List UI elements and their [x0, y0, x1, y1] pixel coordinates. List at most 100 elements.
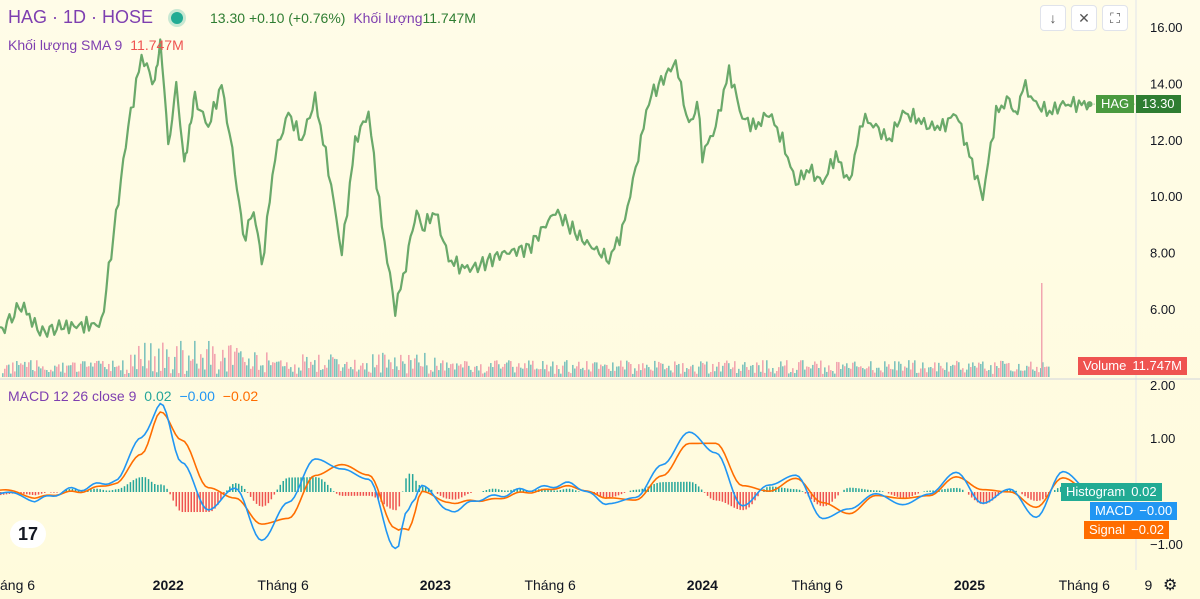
volume-bar	[420, 366, 422, 377]
macd-legend[interactable]: MACD 12 26 close 9 0.02 −0.00 −0.02	[8, 388, 258, 404]
volume-bar	[408, 354, 410, 377]
volume-bar	[438, 370, 440, 377]
histogram-bar	[335, 492, 338, 494]
volume-bar	[440, 363, 442, 377]
volume-bar	[648, 367, 650, 377]
volume-bar	[4, 368, 6, 377]
histogram-bar	[332, 491, 335, 492]
volume-bar	[116, 366, 118, 377]
volume-bar	[572, 364, 574, 377]
histogram-bar	[169, 492, 171, 495]
histogram-bar	[282, 480, 284, 492]
histogram-bar	[953, 488, 955, 492]
volume-bar	[160, 370, 162, 377]
histogram-bar	[411, 474, 414, 492]
histogram-bar	[40, 492, 43, 494]
volume-bar	[884, 361, 886, 377]
volume-bar	[348, 368, 350, 377]
volume-bar	[952, 364, 954, 377]
histogram-bar	[371, 492, 374, 497]
volume-bar	[922, 362, 924, 377]
histogram-bar	[985, 492, 988, 504]
histogram-bar	[421, 486, 424, 492]
histogram-bar	[970, 492, 973, 498]
volume-bar	[52, 371, 54, 377]
symbol-title[interactable]: HAG · 1D · HOSE	[8, 7, 193, 28]
volume-bar	[806, 366, 808, 377]
volume-bar	[118, 365, 120, 377]
histogram-bar	[31, 492, 34, 495]
volume-bar	[310, 361, 312, 377]
arrow-down-icon[interactable]: ↓	[1040, 5, 1066, 31]
gear-icon[interactable]: ⚙	[1163, 577, 1178, 594]
volume-bar	[324, 365, 326, 377]
histogram-bar	[801, 491, 804, 492]
volume-bar	[934, 362, 936, 377]
volume-bar	[120, 370, 122, 377]
histogram-bar	[374, 492, 376, 498]
volume-bar	[652, 370, 654, 377]
histogram-bar	[1030, 492, 1032, 500]
volume-bar	[662, 363, 664, 377]
histogram-bar	[947, 488, 949, 492]
histogram-bar	[246, 492, 249, 493]
volume-bar	[930, 366, 932, 377]
histogram-bar	[141, 477, 144, 492]
volume-bar	[270, 365, 272, 377]
histogram-bar	[783, 488, 786, 492]
volume-bar	[50, 369, 52, 377]
volume-bar	[978, 362, 980, 377]
volume-bar	[86, 366, 88, 377]
volume-bar	[464, 361, 466, 377]
volume-bar	[706, 361, 708, 377]
histogram-bar	[522, 489, 525, 492]
volume-bar	[1042, 362, 1044, 377]
volume-bar	[582, 367, 584, 377]
volume-bar	[184, 373, 186, 377]
histogram-bar	[326, 484, 329, 492]
histogram-bar	[1053, 490, 1056, 492]
volume-bar	[544, 369, 546, 377]
volume-bar	[562, 365, 564, 377]
histogram-bar	[190, 492, 193, 513]
histogram-bar	[662, 482, 664, 492]
volume-bar	[218, 369, 220, 377]
histogram-bar	[193, 492, 195, 513]
histogram-bar	[724, 492, 727, 503]
histogram-bar	[102, 489, 105, 492]
volume-bar	[798, 362, 800, 377]
histogram-bar	[315, 477, 317, 492]
histogram-bar	[294, 477, 296, 492]
volume-bar	[936, 371, 938, 377]
volume-bar	[214, 353, 216, 377]
volume-bar	[960, 369, 962, 377]
volume-bar	[586, 361, 588, 377]
histogram-bar	[90, 489, 92, 492]
maximize-icon[interactable]: ⛶	[1102, 5, 1128, 31]
volume-bar	[804, 369, 806, 377]
volume-bar	[820, 360, 822, 377]
volume-bar	[26, 366, 28, 377]
sma-legend[interactable]: Khối lượng SMA 9 11.747M	[8, 37, 184, 53]
volume-bar	[584, 370, 586, 377]
volume-bar	[174, 356, 176, 377]
volume-bar	[1026, 365, 1028, 377]
volume-bar	[360, 365, 362, 377]
volume-bar	[388, 359, 390, 377]
volume-bar	[394, 357, 396, 377]
volume-bar	[724, 362, 726, 377]
time-tick-label: 9	[1144, 577, 1152, 593]
histogram-bar	[243, 488, 246, 492]
histogram-bar	[318, 477, 320, 492]
volume-bar	[1030, 361, 1032, 377]
histogram-bar	[562, 489, 565, 492]
volume-bar	[680, 373, 682, 377]
volume-bar	[940, 365, 942, 377]
volume-bar	[112, 360, 114, 377]
histogram-bar	[497, 489, 500, 492]
volume-bar	[272, 362, 274, 377]
tradingview-logo-icon[interactable]: 17	[10, 520, 46, 548]
collapse-icon[interactable]: ✕	[1071, 5, 1097, 31]
volume-bar	[378, 354, 380, 377]
